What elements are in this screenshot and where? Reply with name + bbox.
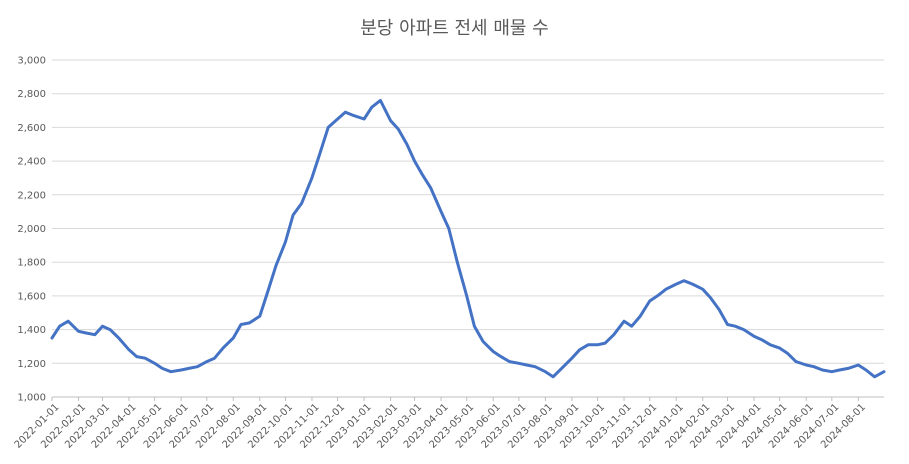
y-tick-label: 2,000 xyxy=(17,224,46,235)
series-layer xyxy=(50,98,886,379)
chart-title: 분당 아파트 전세 매물 수 xyxy=(360,18,549,39)
x-axis-ticks: 2022-01-012022-02-012022-03-012022-04-01… xyxy=(13,397,868,451)
y-tick-label: 2,600 xyxy=(17,123,46,134)
y-tick-label: 1,400 xyxy=(17,325,46,336)
y-tick-label: 3,000 xyxy=(17,56,46,67)
y-tick-label: 1,800 xyxy=(17,258,46,269)
y-tick-label: 1,600 xyxy=(17,291,46,302)
grid-lines xyxy=(52,59,884,364)
y-tick-label: 2,400 xyxy=(17,157,46,168)
y-tick-label: 1,200 xyxy=(17,359,46,370)
y-tick-label: 1,000 xyxy=(17,393,46,404)
y-axis-ticks: 1,000 1,200 1,400 1,600 1,800 2,000 2,200 2,400… xyxy=(17,56,46,404)
y-tick-label: 2,200 xyxy=(17,190,46,201)
y-tick-label: 2,800 xyxy=(17,89,46,100)
series-line-0 xyxy=(50,98,886,379)
